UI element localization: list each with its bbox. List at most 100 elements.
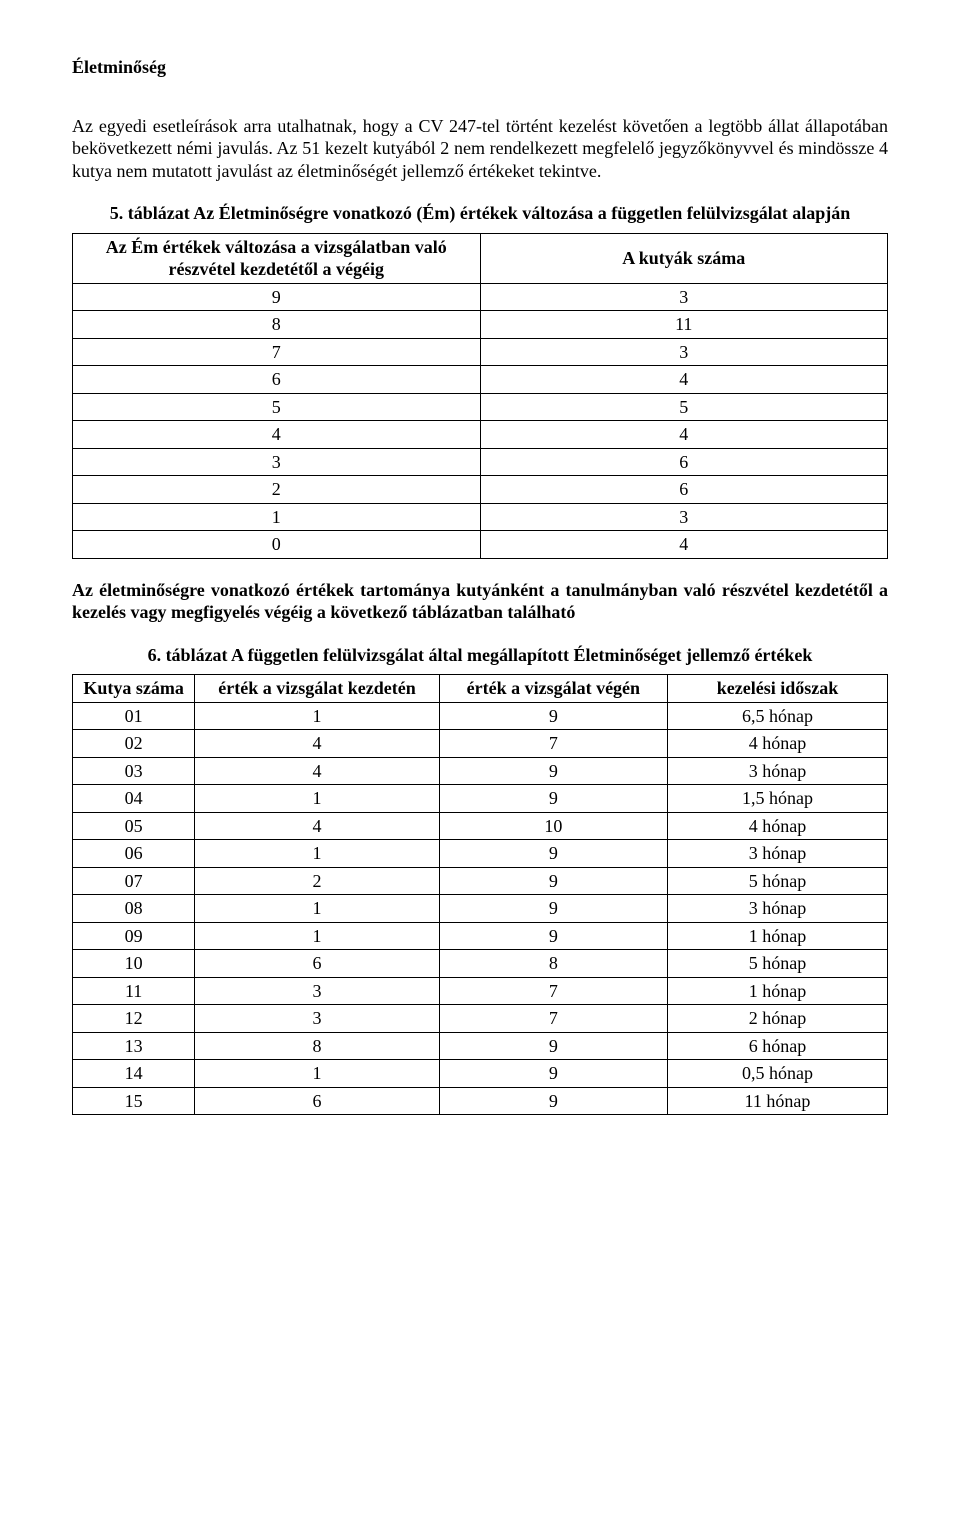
table6-header-c4: kezelési időszak [667, 675, 887, 703]
table6-caption: 6. táblázat A független felülvizsgálat á… [72, 644, 888, 667]
cell: 09 [73, 922, 195, 950]
cell: 14 [73, 1060, 195, 1088]
cell: 8 [439, 950, 667, 978]
table-row: Az Ém értékek változása a vizsgálatban v… [73, 233, 888, 283]
cell: 3 [480, 338, 888, 366]
table5-caption: 5. táblázat Az Életminőségre vonatkozó (… [72, 202, 888, 225]
cell: 9 [439, 922, 667, 950]
table-row: 12372 hónap [73, 1005, 888, 1033]
cell: 2 hónap [667, 1005, 887, 1033]
cell: 6 [480, 448, 888, 476]
table5-header-right: A kutyák száma [480, 233, 888, 283]
cell: 7 [73, 338, 481, 366]
cell: 3 [73, 448, 481, 476]
cell: 1 [73, 503, 481, 531]
table-row: 55 [73, 393, 888, 421]
cell: 4 [195, 757, 440, 785]
cell: 8 [195, 1032, 440, 1060]
cell: 9 [439, 840, 667, 868]
table-row: 13 [73, 503, 888, 531]
cell: 1 hónap [667, 922, 887, 950]
table-row: 44 [73, 421, 888, 449]
cell: 3 [195, 1005, 440, 1033]
cell: 6 hónap [667, 1032, 887, 1060]
cell: 3 hónap [667, 895, 887, 923]
table6-header-c3: érték a vizsgálat végén [439, 675, 667, 703]
cell: 4 [480, 366, 888, 394]
table-row: 811 [73, 311, 888, 339]
cell: 7 [439, 1005, 667, 1033]
cell: 6 [195, 1087, 440, 1115]
cell: 05 [73, 812, 195, 840]
cell: 01 [73, 702, 195, 730]
cell: 2 [73, 476, 481, 504]
cell: 11 hónap [667, 1087, 887, 1115]
cell: 7 [439, 730, 667, 758]
cell: 1 [195, 840, 440, 868]
cell: 10 [73, 950, 195, 978]
table-row: 156911 hónap [73, 1087, 888, 1115]
cell: 3 hónap [667, 840, 887, 868]
cell: 5 hónap [667, 867, 887, 895]
table-row: 04191,5 hónap [73, 785, 888, 813]
cell: 08 [73, 895, 195, 923]
cell: 4 [73, 421, 481, 449]
table-row: 03493 hónap [73, 757, 888, 785]
paragraph-2: Az életminőségre vonatkozó értékek tarto… [72, 579, 888, 624]
cell: 3 [480, 503, 888, 531]
table-row: 93 [73, 283, 888, 311]
cell: 1,5 hónap [667, 785, 887, 813]
cell: 9 [439, 757, 667, 785]
cell: 4 hónap [667, 812, 887, 840]
cell: 9 [439, 895, 667, 923]
cell: 07 [73, 867, 195, 895]
table6-header-c2: érték a vizsgálat kezdetén [195, 675, 440, 703]
table6-header-c1: Kutya száma [73, 675, 195, 703]
cell: 1 [195, 895, 440, 923]
cell: 9 [439, 1060, 667, 1088]
cell: 9 [73, 283, 481, 311]
cell: 9 [439, 1087, 667, 1115]
cell: 5 hónap [667, 950, 887, 978]
cell: 0 [73, 531, 481, 559]
cell: 03 [73, 757, 195, 785]
cell: 9 [439, 785, 667, 813]
table-row: 14190,5 hónap [73, 1060, 888, 1088]
cell: 6 [195, 950, 440, 978]
table-row: 04 [73, 531, 888, 559]
table-row: 02474 hónap [73, 730, 888, 758]
table-row: 11371 hónap [73, 977, 888, 1005]
cell: 10 [439, 812, 667, 840]
cell: 1 [195, 702, 440, 730]
cell: 3 [195, 977, 440, 1005]
cell: 7 [439, 977, 667, 1005]
paragraph-1: Az egyedi esetleírások arra utalhatnak, … [72, 115, 888, 183]
cell: 6 [73, 366, 481, 394]
table-row: 09191 hónap [73, 922, 888, 950]
table-row: 36 [73, 448, 888, 476]
cell: 13 [73, 1032, 195, 1060]
cell: 3 hónap [667, 757, 887, 785]
cell: 4 [480, 531, 888, 559]
cell: 2 [195, 867, 440, 895]
cell: 1 hónap [667, 977, 887, 1005]
table-row: Kutya száma érték a vizsgálat kezdetén é… [73, 675, 888, 703]
table6: Kutya száma érték a vizsgálat kezdetén é… [72, 674, 888, 1115]
cell: 15 [73, 1087, 195, 1115]
table-row: 73 [73, 338, 888, 366]
cell: 4 [195, 730, 440, 758]
cell: 5 [480, 393, 888, 421]
cell: 9 [439, 1032, 667, 1060]
table-row: 06193 hónap [73, 840, 888, 868]
cell: 4 [195, 812, 440, 840]
cell: 3 [480, 283, 888, 311]
table-row: 08193 hónap [73, 895, 888, 923]
cell: 1 [195, 785, 440, 813]
cell: 1 [195, 922, 440, 950]
table-row: 054104 hónap [73, 812, 888, 840]
cell: 12 [73, 1005, 195, 1033]
table-row: 07295 hónap [73, 867, 888, 895]
cell: 11 [480, 311, 888, 339]
table-row: 13896 hónap [73, 1032, 888, 1060]
table-row: 01196,5 hónap [73, 702, 888, 730]
